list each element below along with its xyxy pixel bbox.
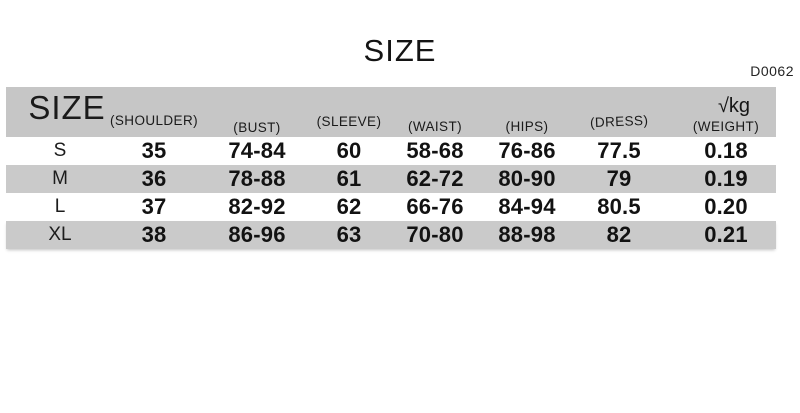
column-header-weight: √kg (WEIGHT)	[676, 87, 776, 137]
cell-waist: 70-80	[406, 222, 464, 247]
cell-hips: 80-90	[498, 166, 556, 191]
cell-waist: 62-72	[406, 166, 464, 191]
cell-sleeve: 62	[336, 194, 362, 219]
row-size-label: XL	[48, 224, 72, 245]
cell-shoulder: 35	[141, 138, 167, 163]
cell-weight: 0.20	[704, 194, 748, 219]
column-header-dress-label: (DRESS)	[589, 112, 649, 131]
cell-shoulder: 36	[141, 166, 167, 191]
cell-dress: 82	[606, 222, 632, 247]
table-row-xl: XL 38 86-96 63 70-80 88-98 82 0.21	[6, 221, 776, 249]
cell-bust: 82-92	[228, 194, 286, 219]
cell-shoulder: 37	[141, 194, 167, 219]
column-header-waist: (WAIST)	[407, 119, 463, 134]
cell-hips: 84-94	[498, 194, 556, 219]
cell-bust: 86-96	[228, 222, 286, 247]
cell-weight: 0.19	[704, 166, 748, 191]
cell-dress: 77.5	[597, 138, 641, 163]
cell-hips: 88-98	[498, 222, 556, 247]
weight-unit-label: √kg	[717, 95, 751, 117]
column-header-bust: (BUST)	[233, 120, 281, 135]
cell-shoulder: 38	[141, 222, 167, 247]
table-row-s: S 35 74-84 60 58-68 76-86 77.5 0.18	[6, 137, 776, 165]
cell-hips: 76-86	[498, 138, 556, 163]
size-chart-table: SIZE (SHOULDER) (BUST) (SLEEVE) (WAIST) …	[6, 87, 776, 249]
table-row-l: L 37 82-92 62 66-76 84-94 80.5 0.20	[6, 193, 776, 221]
row-size-label: S	[53, 140, 67, 161]
cell-sleeve: 63	[336, 222, 362, 247]
column-header-dress: (DRESS)	[562, 87, 676, 137]
cell-dress: 79	[606, 166, 632, 191]
row-size-label: M	[52, 168, 68, 189]
cell-sleeve: 61	[336, 166, 362, 191]
cell-weight: 0.18	[704, 138, 748, 163]
table-row-m: M 36 78-88 61 62-72 80-90 79 0.19	[6, 165, 776, 193]
cell-weight: 0.21	[704, 222, 748, 247]
product-code: D0062	[750, 63, 794, 79]
cell-waist: 66-76	[406, 194, 464, 219]
column-header-shoulder: (SHOULDER)	[110, 113, 199, 128]
corner-size-label: SIZE	[28, 89, 106, 126]
cell-dress: 80.5	[597, 194, 641, 219]
column-header-hips: (HIPS)	[505, 119, 549, 134]
cell-bust: 78-88	[228, 166, 286, 191]
table-header-row: SIZE (SHOULDER) (BUST) (SLEEVE) (WAIST) …	[6, 87, 776, 137]
cell-bust: 74-84	[228, 138, 286, 163]
page-title: SIZE	[363, 33, 437, 68]
cell-waist: 58-68	[406, 138, 464, 163]
column-header-sleeve: (SLEEVE)	[316, 114, 382, 129]
column-header-weight-label: (WEIGHT)	[692, 119, 760, 134]
row-size-label: L	[54, 196, 66, 217]
cell-sleeve: 60	[336, 138, 362, 163]
